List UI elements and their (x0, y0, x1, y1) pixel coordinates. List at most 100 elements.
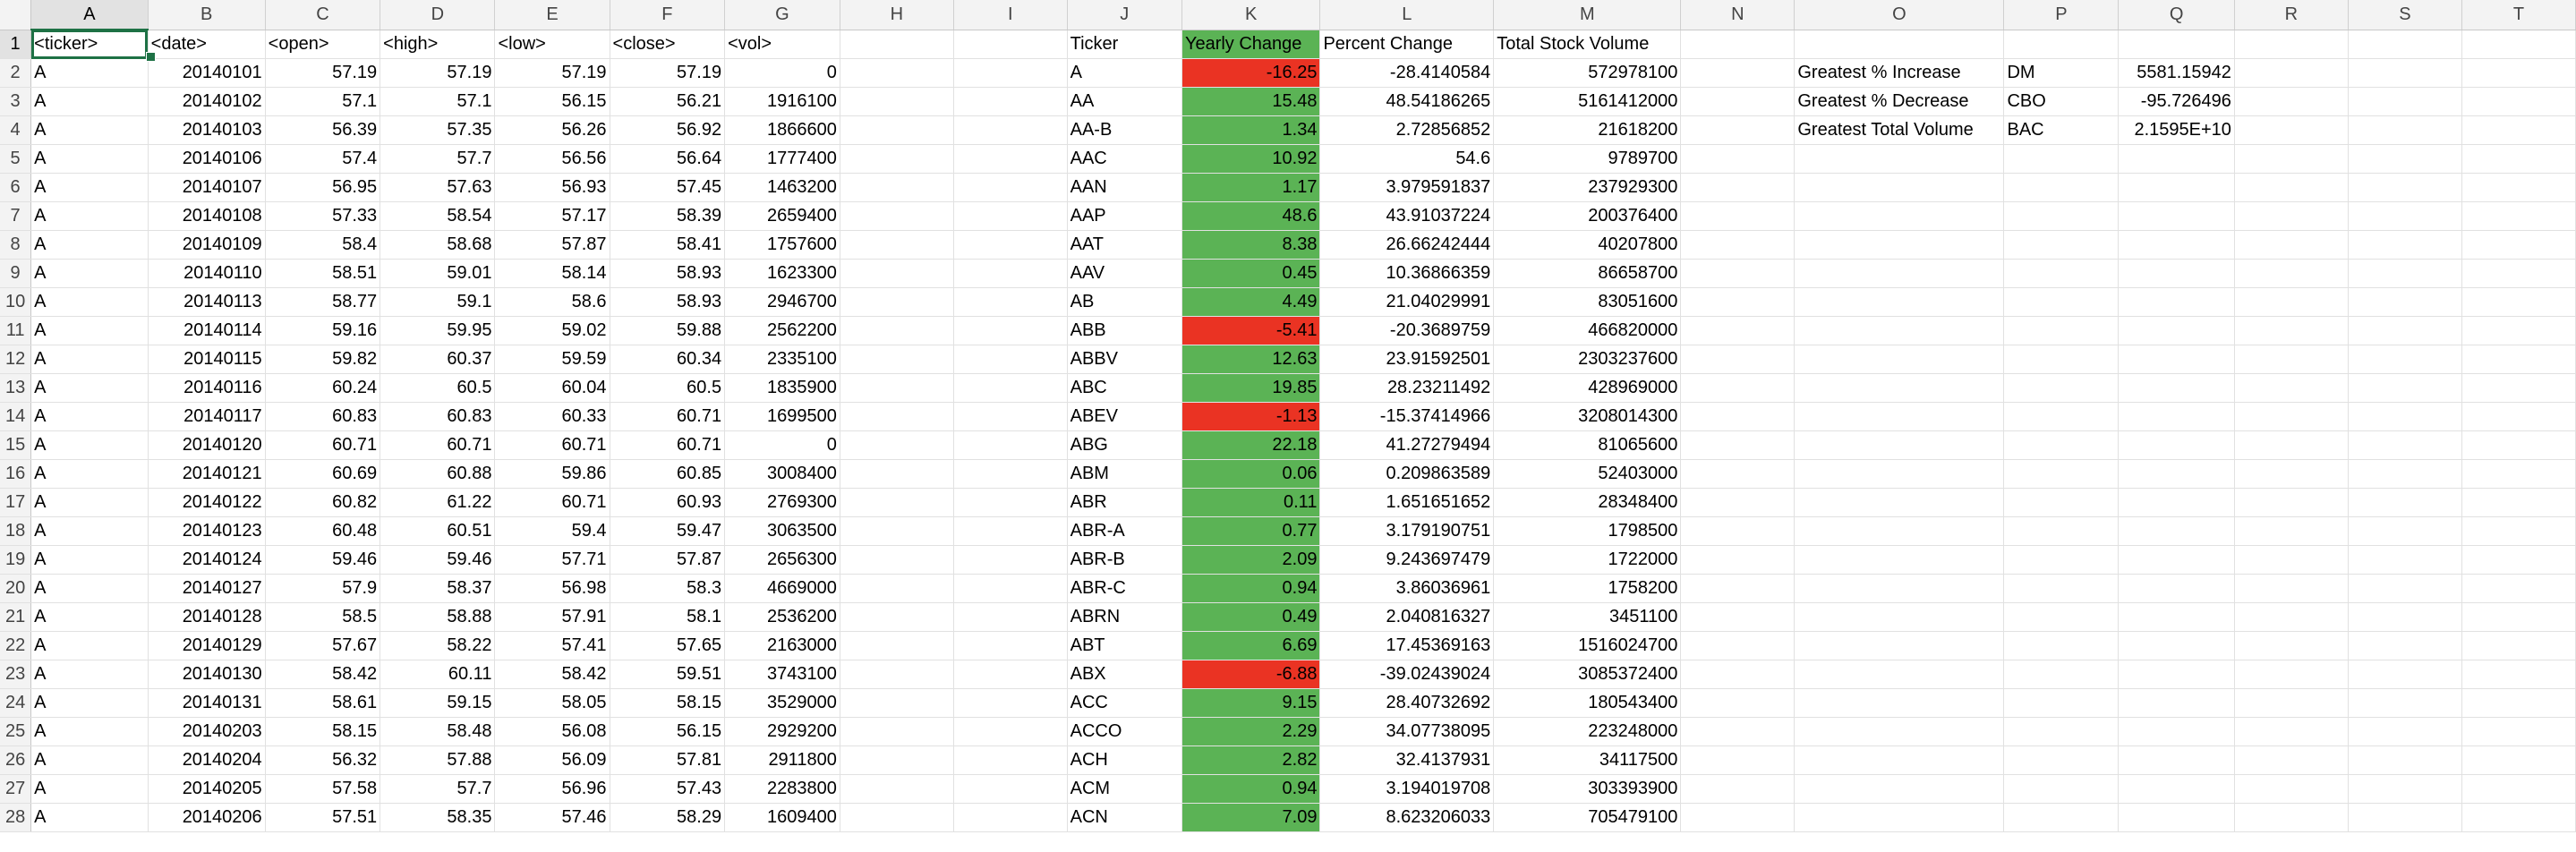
cell-i7[interactable] (953, 201, 1068, 231)
cell-o17[interactable] (1794, 488, 2005, 517)
cell-m11[interactable]: 466820000 (1493, 316, 1682, 345)
cell-c7[interactable]: 57.33 (265, 201, 381, 231)
cell-a9[interactable]: A (30, 259, 149, 288)
cell-m12[interactable]: 2303237600 (1493, 345, 1682, 374)
cell-r10[interactable] (2234, 287, 2349, 317)
cell-k21[interactable]: 0.49 (1181, 602, 1321, 632)
column-header-m[interactable]: M (1493, 0, 1682, 30)
cell-k4[interactable]: 1.34 (1181, 115, 1321, 145)
cell-a13[interactable]: A (30, 373, 149, 403)
cell-a12[interactable]: A (30, 345, 149, 374)
cell-g24[interactable]: 3529000 (724, 688, 840, 718)
cell-q21[interactable] (2118, 602, 2235, 632)
cell-o2[interactable]: Greatest % Increase (1794, 58, 2005, 88)
cell-b24[interactable]: 20140131 (148, 688, 266, 718)
row-header[interactable]: 18 (0, 516, 32, 546)
cell-l17[interactable]: 1.651651652 (1319, 488, 1495, 517)
cell-t19[interactable] (2461, 545, 2576, 575)
cell-f15[interactable]: 60.71 (610, 430, 726, 460)
cell-g9[interactable]: 1623300 (724, 259, 840, 288)
cell-g17[interactable]: 2769300 (724, 488, 840, 517)
cell-e6[interactable]: 56.93 (494, 173, 610, 202)
cell-o18[interactable] (1794, 516, 2005, 546)
cell-h11[interactable] (840, 316, 954, 345)
cell-f5[interactable]: 56.64 (610, 144, 726, 174)
cell-s13[interactable] (2348, 373, 2462, 403)
cell-k14[interactable]: -1.13 (1181, 402, 1321, 431)
cell-j4[interactable]: AA-B (1067, 115, 1182, 145)
cell-p10[interactable] (2003, 287, 2120, 317)
cell-n14[interactable] (1680, 402, 1796, 431)
cell-o23[interactable] (1794, 660, 2005, 689)
cell-q4[interactable]: 2.1595E+10 (2118, 115, 2235, 145)
cell-r25[interactable] (2234, 717, 2349, 746)
cell-k10[interactable]: 4.49 (1181, 287, 1321, 317)
cell-q18[interactable] (2118, 516, 2235, 546)
row-header[interactable]: 19 (0, 545, 32, 575)
row-header[interactable]: 26 (0, 746, 32, 775)
cell-s14[interactable] (2348, 402, 2462, 431)
cell-q14[interactable] (2118, 402, 2235, 431)
cell-e24[interactable]: 58.05 (494, 688, 610, 718)
cell-f4[interactable]: 56.92 (610, 115, 726, 145)
cell-i27[interactable] (953, 774, 1068, 804)
cell-d10[interactable]: 59.1 (380, 287, 496, 317)
cell-c16[interactable]: 60.69 (265, 459, 381, 489)
cell-n16[interactable] (1680, 459, 1796, 489)
cell-i25[interactable] (953, 717, 1068, 746)
cell-s17[interactable] (2348, 488, 2462, 517)
cell-a26[interactable]: A (30, 746, 149, 775)
cell-b22[interactable]: 20140129 (148, 631, 266, 660)
cell-d16[interactable]: 60.88 (380, 459, 496, 489)
cell-m23[interactable]: 3085372400 (1493, 660, 1682, 689)
cell-l1[interactable]: Percent Change (1319, 30, 1495, 59)
cell-i28[interactable] (953, 803, 1068, 832)
cell-f11[interactable]: 59.88 (610, 316, 726, 345)
cell-g21[interactable]: 2536200 (724, 602, 840, 632)
cell-k11[interactable]: -5.41 (1181, 316, 1321, 345)
column-header-i[interactable]: I (953, 0, 1068, 30)
cell-q10[interactable] (2118, 287, 2235, 317)
cell-e21[interactable]: 57.91 (494, 602, 610, 632)
cell-n23[interactable] (1680, 660, 1796, 689)
cell-p22[interactable] (2003, 631, 2120, 660)
cell-r3[interactable] (2234, 87, 2349, 116)
cell-a8[interactable]: A (30, 230, 149, 260)
cell-s15[interactable] (2348, 430, 2462, 460)
cell-d22[interactable]: 58.22 (380, 631, 496, 660)
cell-p11[interactable] (2003, 316, 2120, 345)
cell-m26[interactable]: 34117500 (1493, 746, 1682, 775)
cell-r7[interactable] (2234, 201, 2349, 231)
cell-a7[interactable]: A (30, 201, 149, 231)
cell-i6[interactable] (953, 173, 1068, 202)
cell-e11[interactable]: 59.02 (494, 316, 610, 345)
cell-r5[interactable] (2234, 144, 2349, 174)
cell-j25[interactable]: ACCO (1067, 717, 1182, 746)
cell-q27[interactable] (2118, 774, 2235, 804)
cell-r14[interactable] (2234, 402, 2349, 431)
cell-e22[interactable]: 57.41 (494, 631, 610, 660)
cell-r17[interactable] (2234, 488, 2349, 517)
cell-d28[interactable]: 58.35 (380, 803, 496, 832)
cell-m18[interactable]: 1798500 (1493, 516, 1682, 546)
cell-n7[interactable] (1680, 201, 1796, 231)
cell-h26[interactable] (840, 746, 954, 775)
cell-c13[interactable]: 60.24 (265, 373, 381, 403)
cell-m7[interactable]: 200376400 (1493, 201, 1682, 231)
cell-s10[interactable] (2348, 287, 2462, 317)
cell-e23[interactable]: 58.42 (494, 660, 610, 689)
cell-r16[interactable] (2234, 459, 2349, 489)
cell-m17[interactable]: 28348400 (1493, 488, 1682, 517)
column-header-b[interactable]: B (148, 0, 266, 30)
cell-o25[interactable] (1794, 717, 2005, 746)
cell-g12[interactable]: 2335100 (724, 345, 840, 374)
cell-r19[interactable] (2234, 545, 2349, 575)
cell-i3[interactable] (953, 87, 1068, 116)
cell-o27[interactable] (1794, 774, 2005, 804)
cell-b3[interactable]: 20140102 (148, 87, 266, 116)
cell-q12[interactable] (2118, 345, 2235, 374)
cell-q24[interactable] (2118, 688, 2235, 718)
cell-e15[interactable]: 60.71 (494, 430, 610, 460)
cell-s16[interactable] (2348, 459, 2462, 489)
cell-h8[interactable] (840, 230, 954, 260)
